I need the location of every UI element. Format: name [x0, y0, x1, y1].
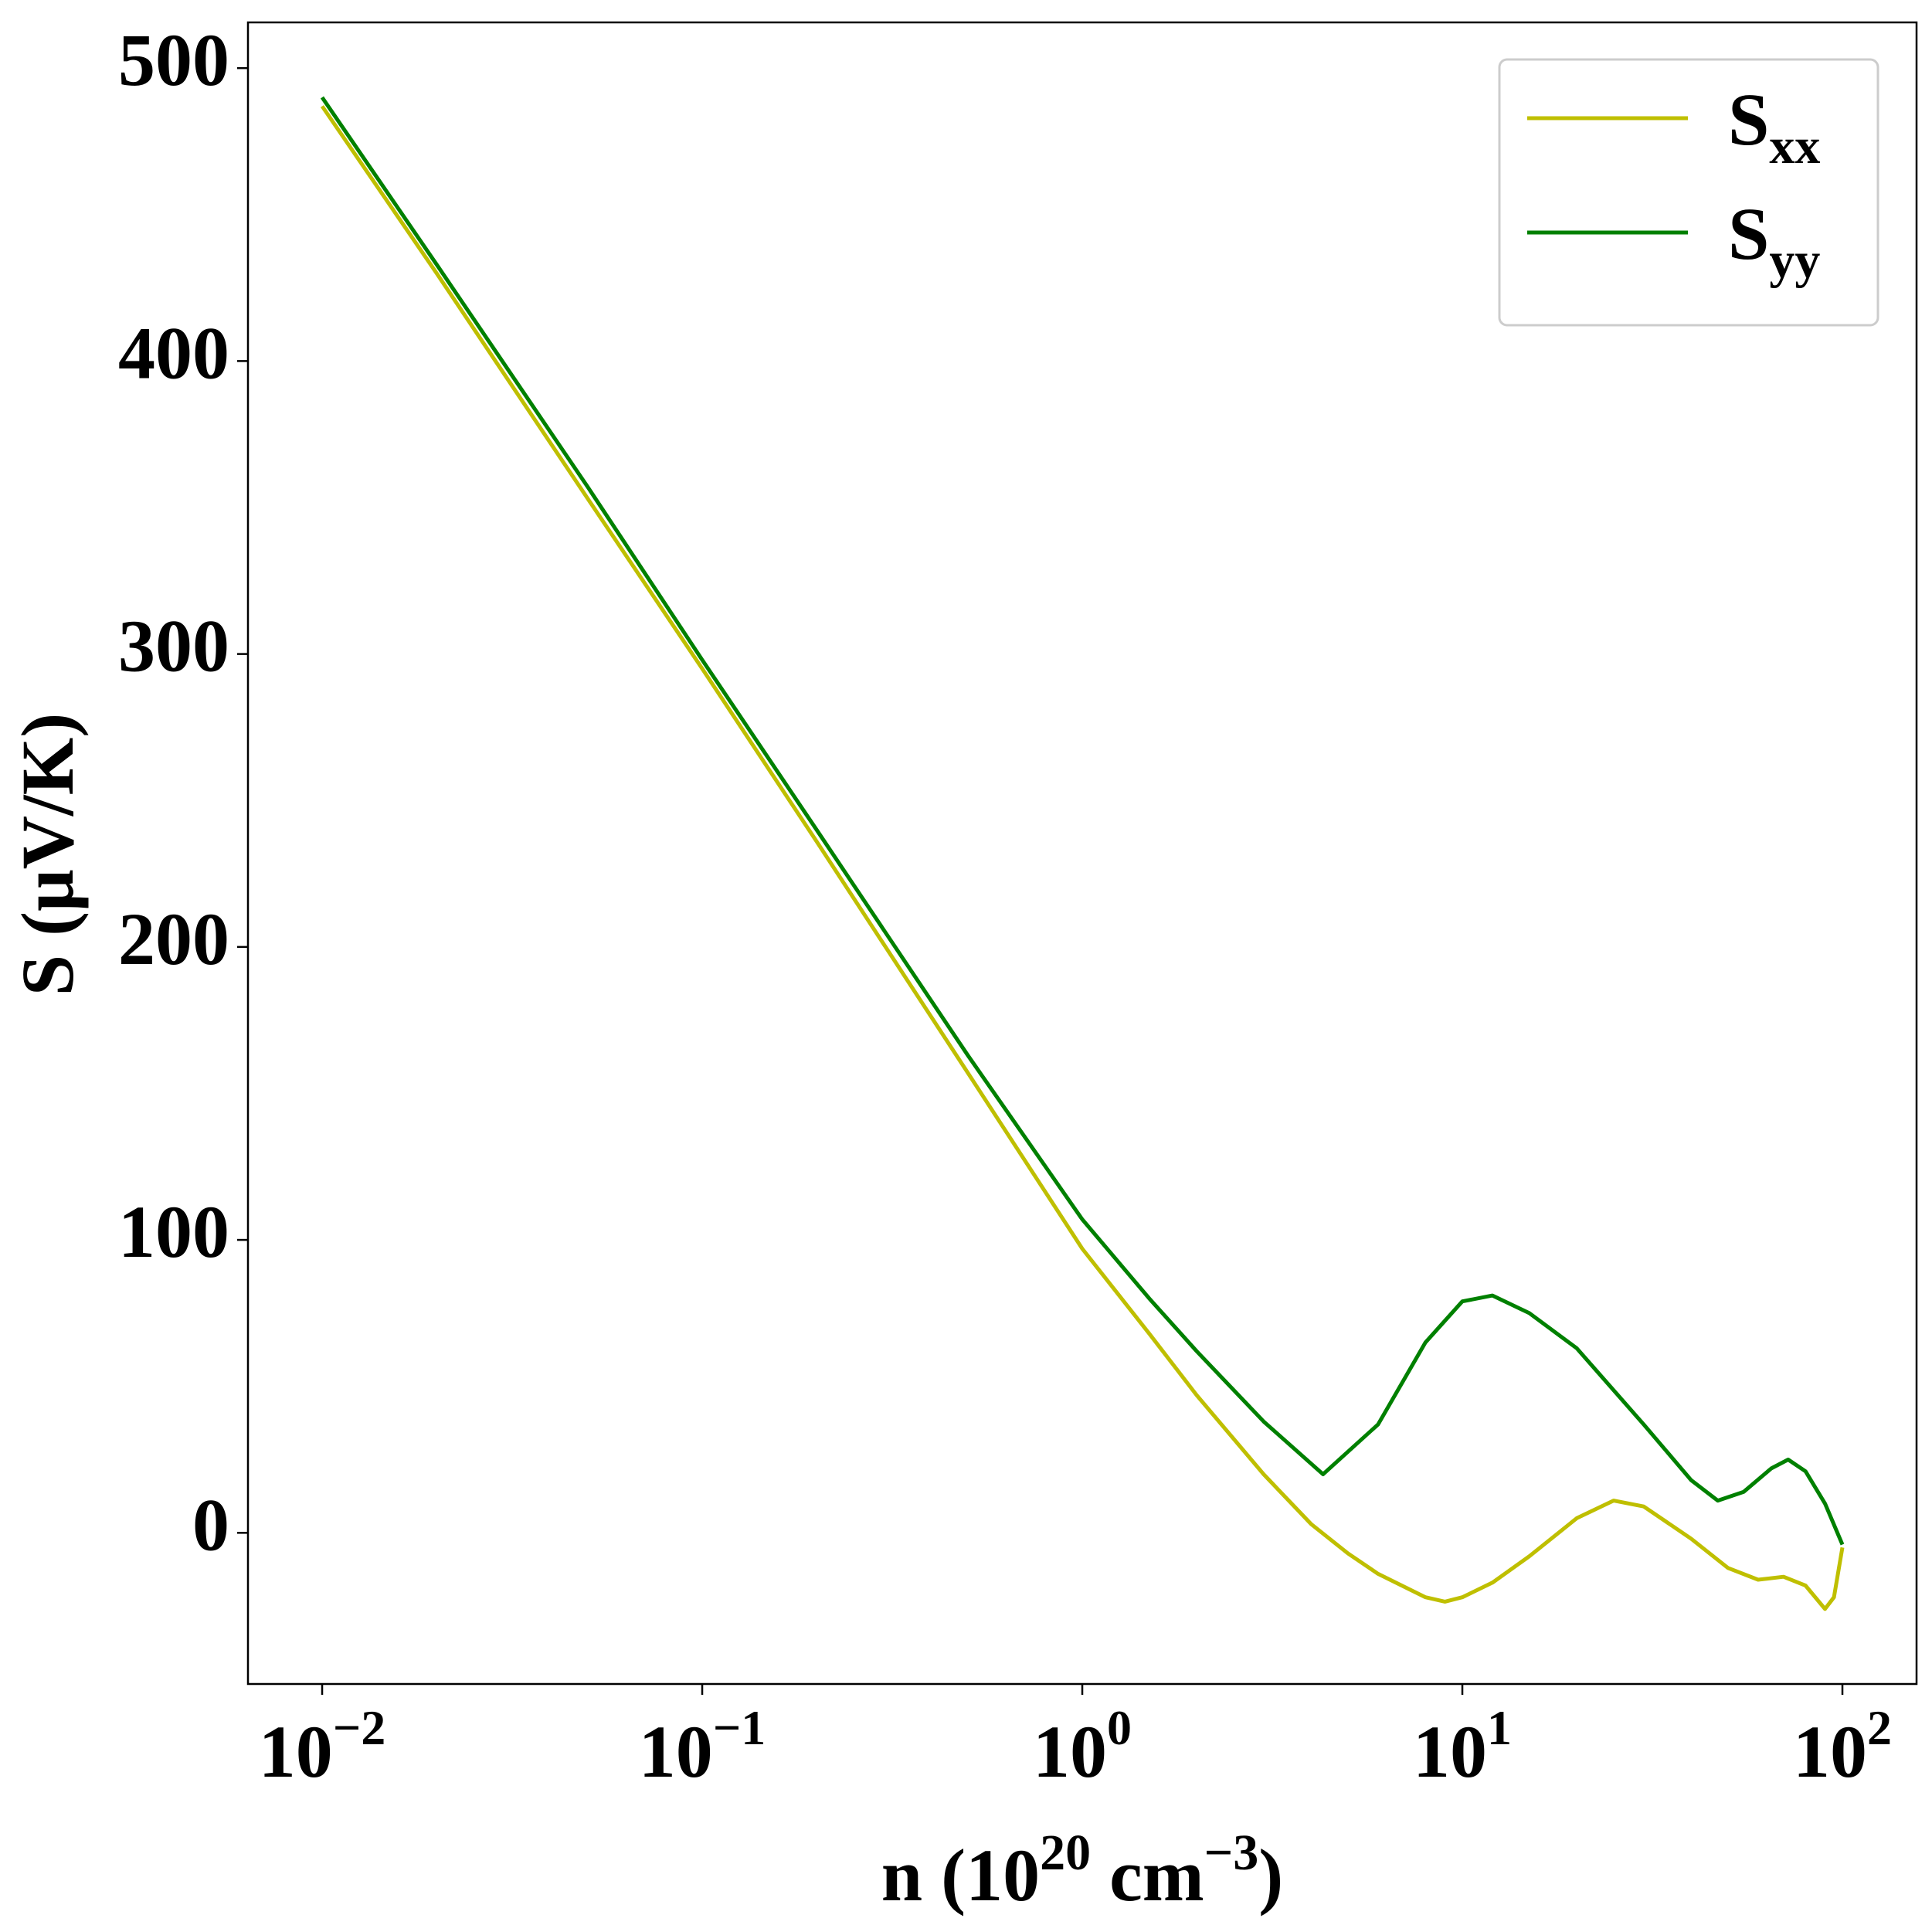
x-tick-label: 100	[1033, 1700, 1132, 1793]
x-tick-base: 10	[1413, 1710, 1487, 1793]
x-tick-exponent: 1	[1487, 1700, 1512, 1755]
legend-name: S	[1728, 192, 1769, 275]
x-tick-base: 10	[259, 1710, 333, 1793]
x-axis-label: n (1020 cm−3)	[881, 1825, 1284, 1917]
x-label-sup: 20	[1040, 1825, 1091, 1881]
y-axis-label: S (μV/K)	[6, 713, 89, 996]
x-tick-label: 10−2	[259, 1700, 385, 1793]
y-tick-label: 200	[118, 898, 229, 980]
x-tick-label: 10−1	[639, 1700, 766, 1793]
series-line	[320, 105, 1845, 1611]
x-label-part: cm	[1091, 1834, 1204, 1917]
legend-name: S	[1728, 78, 1769, 161]
x-tick-exponent: 2	[1867, 1700, 1892, 1755]
x-tick-exponent: 0	[1107, 1700, 1132, 1755]
y-tick-label: 100	[118, 1190, 229, 1273]
legend-subscript: xx	[1769, 118, 1820, 175]
plot-frame	[246, 21, 1918, 1686]
series-line	[320, 96, 1845, 1546]
x-label-part: n (10	[881, 1834, 1040, 1917]
x-tick-label: 102	[1793, 1700, 1892, 1793]
x-tick-base: 10	[1033, 1710, 1107, 1793]
x-tick-base: 10	[639, 1710, 713, 1793]
x-tick-exponent: −1	[713, 1700, 766, 1755]
y-tick-label: 500	[118, 19, 229, 101]
x-tick-label: 101	[1413, 1700, 1512, 1793]
y-tick-label: 300	[118, 605, 229, 688]
legend-label: Sxx	[1728, 78, 1820, 175]
x-label-part: )	[1258, 1834, 1283, 1917]
x-tick-base: 10	[1793, 1710, 1867, 1793]
y-tick-label: 0	[192, 1483, 229, 1566]
legend-label: Syy	[1728, 192, 1820, 289]
legend-box	[1498, 58, 1879, 327]
x-label-sup: −3	[1204, 1825, 1259, 1881]
y-tick-label: 400	[118, 311, 229, 394]
x-tick-exponent: −2	[333, 1700, 385, 1755]
legend-subscript: yy	[1769, 233, 1820, 289]
